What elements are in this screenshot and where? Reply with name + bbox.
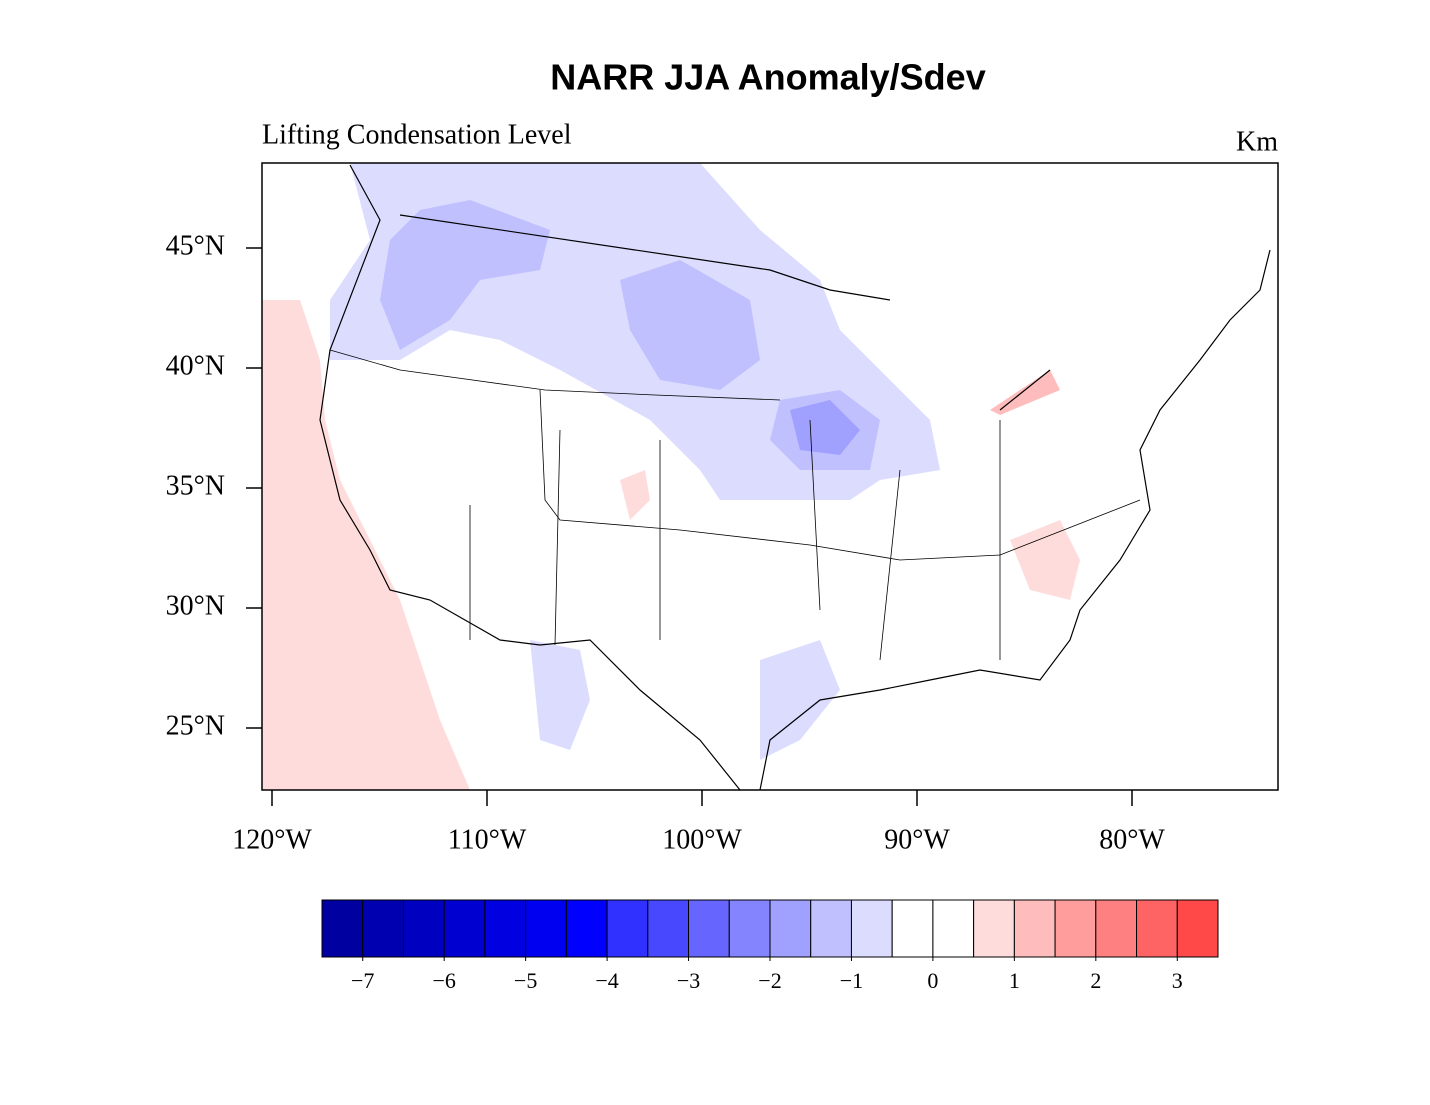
colorbar-label: −1: [840, 968, 863, 993]
colorbar-label: −3: [677, 968, 700, 993]
colorbar-label: −6: [432, 968, 455, 993]
lon-tick-label: 100°W: [662, 824, 742, 855]
lon-tick-label: 120°W: [232, 824, 312, 855]
lat-tick-label: 45°N: [166, 230, 225, 261]
lat-tick-label: 40°N: [166, 350, 225, 381]
lat-tick-label: 30°N: [166, 590, 225, 621]
map-frame: [261, 162, 1279, 791]
colorbar-swatch: [525, 899, 567, 958]
colorbar-label: −5: [514, 968, 537, 993]
colorbar-swatch: [484, 899, 527, 958]
colorbar-swatch: [362, 899, 404, 958]
colorbar-swatch: [932, 899, 975, 958]
colorbar-swatch: [647, 899, 690, 958]
colorbar-label: −4: [595, 968, 618, 993]
colorbar-swatch: [443, 899, 486, 958]
colorbar-swatch: [728, 899, 771, 958]
map-field: [262, 163, 1271, 790]
colorbar-swatch: [1136, 899, 1178, 958]
colorbar-label: −7: [351, 968, 374, 993]
colorbar-swatch: [1176, 899, 1219, 958]
colorbar-swatch: [850, 899, 893, 958]
colorbar-swatch: [321, 899, 364, 958]
colorbar-swatch: [769, 899, 812, 958]
colorbar-swatch: [973, 899, 1015, 958]
colorbar-swatch: [688, 899, 730, 958]
lon-tick-label: 90°W: [884, 824, 950, 855]
colorbar-swatch: [1054, 899, 1097, 958]
colorbar-swatch: [402, 899, 445, 958]
colorbar-swatch: [810, 899, 852, 958]
colorbar-label: 2: [1090, 968, 1101, 993]
colorbar-swatch: [891, 899, 934, 958]
lon-tick-label: 110°W: [448, 824, 527, 855]
title: NARR JJA Anomaly/Sdev: [550, 57, 985, 98]
lat-tick-label: 25°N: [166, 710, 225, 741]
colorbar-label: 1: [1009, 968, 1020, 993]
lat-tick-label: 35°N: [166, 470, 225, 501]
units: Km: [1236, 126, 1278, 157]
colorbar-swatch: [1095, 899, 1138, 958]
subtitle: Lifting Condensation Level: [262, 119, 572, 150]
colorbar-swatch: [1013, 899, 1056, 958]
colorbar-label: −2: [758, 968, 781, 993]
colorbar-label: 3: [1172, 968, 1183, 993]
colorbar-swatch: [606, 899, 649, 958]
lon-tick-label: 80°W: [1099, 824, 1165, 855]
colorbar-swatch: [565, 899, 608, 958]
colorbar-label: 0: [927, 968, 938, 993]
